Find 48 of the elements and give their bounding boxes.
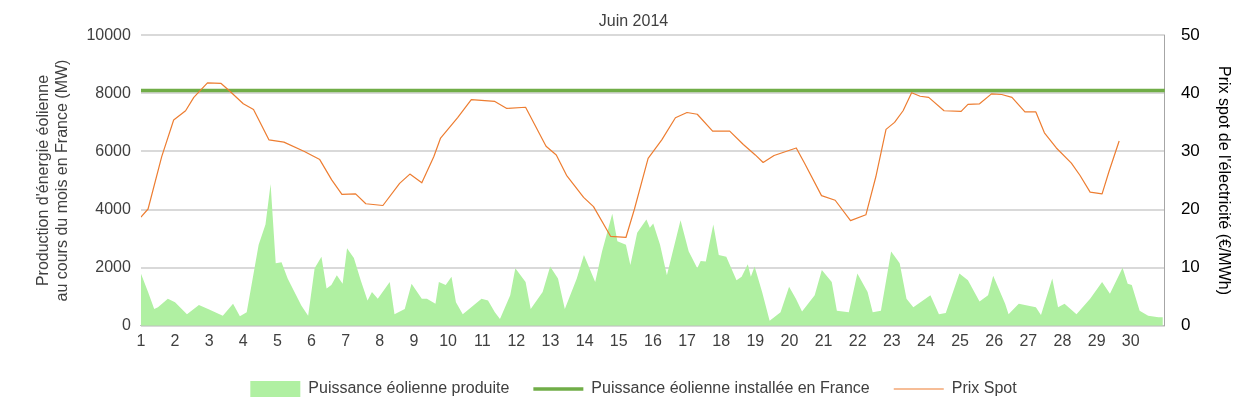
x-tick-label: 3 bbox=[204, 331, 214, 349]
x-tick-label: 1 bbox=[136, 331, 146, 349]
y2-tick-label: 10 bbox=[1180, 257, 1200, 277]
y-tick-label: 0 bbox=[121, 316, 131, 334]
y2-tick-label: 30 bbox=[1180, 141, 1200, 161]
y-tick-label: 2000 bbox=[95, 258, 131, 276]
x-tick-label: 10 bbox=[439, 331, 458, 349]
x-tick-label: 2 bbox=[170, 331, 180, 349]
x-tick-label: 16 bbox=[643, 331, 662, 349]
x-tick-label: 25 bbox=[951, 331, 970, 349]
x-tick-label: 30 bbox=[1121, 331, 1140, 349]
x-tick-label: 24 bbox=[917, 331, 935, 349]
x-tick-label: 28 bbox=[1053, 331, 1072, 349]
y-tick-label: 6000 bbox=[95, 141, 131, 159]
x-tick-label: 19 bbox=[746, 331, 765, 349]
x-tick-label: 6 bbox=[307, 331, 317, 349]
x-tick-label: 26 bbox=[985, 331, 1004, 349]
legend-label: Puissance éolienne installée en France bbox=[591, 379, 870, 397]
legend-label: Prix Spot bbox=[951, 379, 1018, 397]
y2-tick-label: 20 bbox=[1180, 199, 1200, 219]
x-tick-label: 8 bbox=[375, 331, 385, 349]
x-tick-label: 11 bbox=[473, 331, 491, 349]
y-tick-label: 4000 bbox=[95, 199, 131, 217]
x-tick-label: 9 bbox=[409, 331, 419, 349]
legend-label: Puissance éolienne produite bbox=[308, 379, 510, 397]
y-tick-label: 8000 bbox=[95, 83, 131, 101]
y2-axis-title: Prix spot de l'électricité (€/MWh) bbox=[1215, 66, 1233, 295]
x-tick-label: 5 bbox=[272, 331, 282, 349]
x-tick-label: 7 bbox=[341, 331, 351, 349]
y2-tick-label: 50 bbox=[1180, 24, 1200, 44]
x-tick-label: 14 bbox=[575, 331, 594, 349]
x-tick-label: 17 bbox=[678, 331, 697, 349]
chart-title: Juin 2014 bbox=[598, 12, 669, 30]
x-tick-label: 12 bbox=[507, 331, 526, 349]
x-tick-label: 23 bbox=[882, 331, 901, 349]
y-tick-label: 10000 bbox=[86, 25, 131, 43]
x-tick-label: 13 bbox=[541, 331, 560, 349]
y2-tick-label: 40 bbox=[1180, 83, 1200, 103]
y-axis-title: Production d'énergie éolienne au cours du mois en France (MW) bbox=[34, 59, 71, 302]
x-tick-label: 15 bbox=[609, 331, 628, 349]
x-tick-label: 18 bbox=[712, 331, 731, 349]
x-tick-label: 22 bbox=[848, 331, 867, 349]
x-tick-label: 4 bbox=[238, 331, 248, 349]
x-tick-label: 27 bbox=[1019, 331, 1038, 349]
y2-tick-label: 0 bbox=[1180, 315, 1191, 335]
x-tick-label: 21 bbox=[814, 331, 833, 349]
x-tick-label: 20 bbox=[780, 331, 799, 349]
x-tick-label: 29 bbox=[1087, 331, 1106, 349]
